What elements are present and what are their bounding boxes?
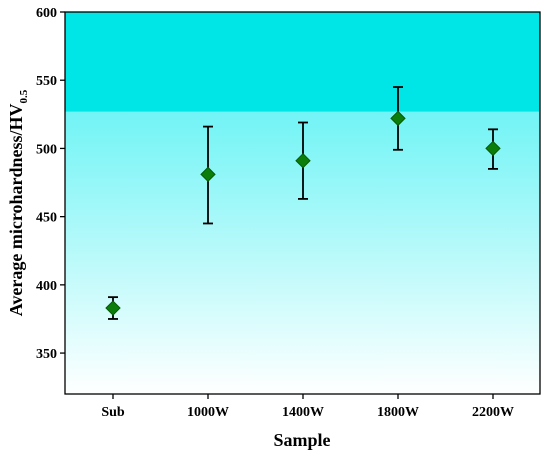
data-point-marker: [390, 110, 406, 127]
data-point-marker: [105, 300, 121, 316]
data-point-group: [390, 86, 406, 151]
y-axis-label-subscript: 0.5: [18, 89, 30, 103]
y-tick-label: 450: [36, 211, 57, 226]
x-tick-label: 1400W: [282, 405, 324, 420]
y-tick-label: 350: [36, 347, 57, 362]
data-point-marker: [295, 153, 311, 169]
x-tick-label: 1800W: [377, 405, 419, 420]
data-point-group: [105, 296, 121, 320]
data-point-marker: [485, 140, 501, 157]
x-tick-label: 2200W: [472, 405, 514, 420]
y-tick-label: 400: [36, 279, 57, 294]
x-tick-label: 1000W: [187, 405, 229, 420]
x-tick-label: Sub: [101, 405, 125, 420]
plot-background-band: [65, 12, 540, 112]
y-axis-label: Average microhardness/HV0.5: [6, 89, 30, 316]
data-point-group: [295, 121, 311, 200]
x-axis-label: Sample: [273, 430, 330, 450]
data-point-marker: [200, 166, 216, 183]
y-axis-label-main: Average microhardness/HV: [6, 103, 26, 316]
y-tick-label: 550: [36, 74, 57, 89]
data-point-group: [485, 128, 501, 170]
data-point-group: [200, 125, 216, 225]
y-tick-label: 600: [36, 6, 57, 21]
y-tick-label: 500: [36, 142, 57, 157]
